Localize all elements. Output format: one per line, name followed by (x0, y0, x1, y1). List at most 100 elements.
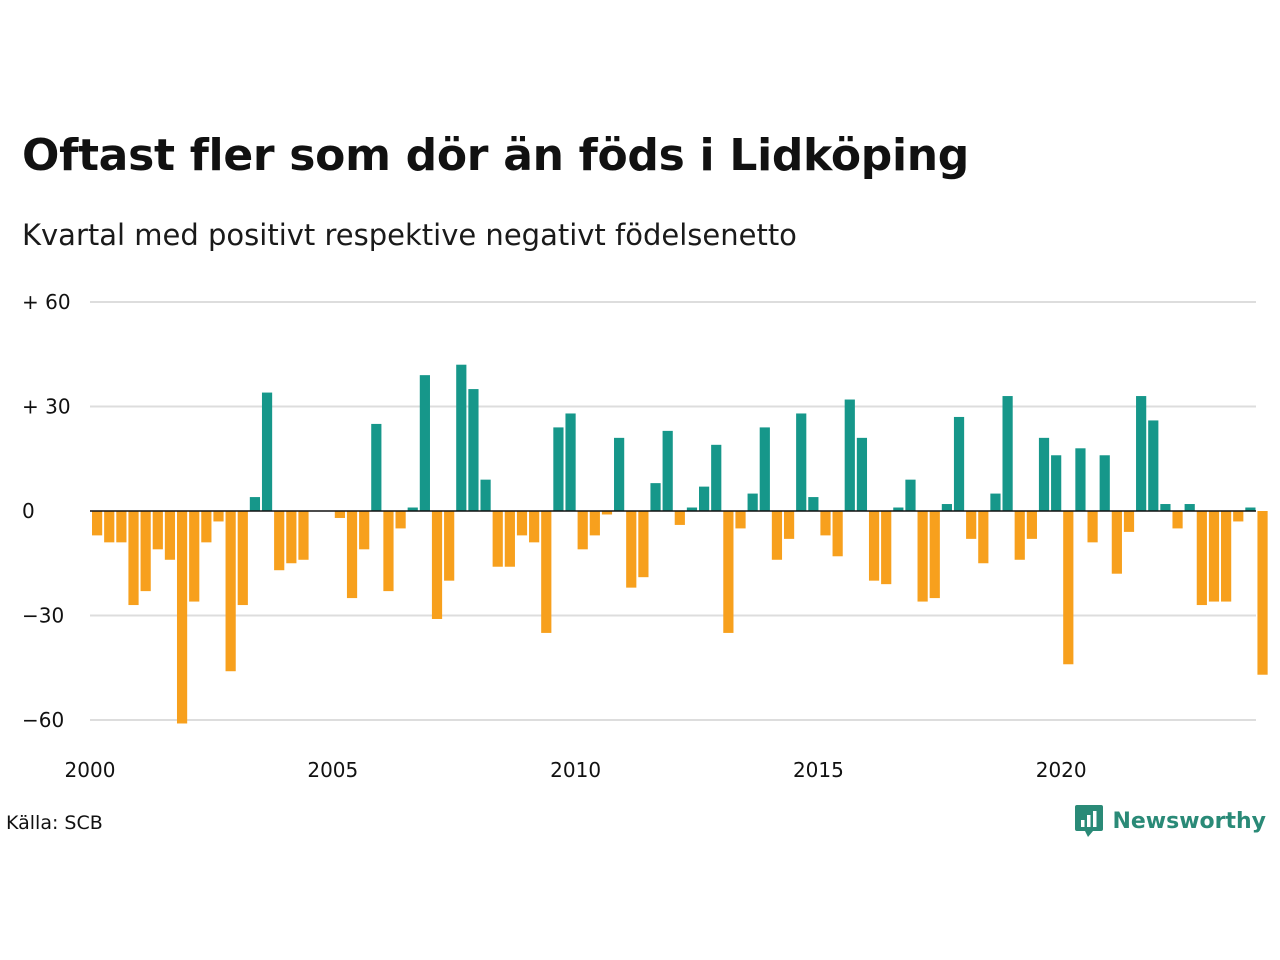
bar-positive (686, 507, 698, 511)
bar-chart: + 60 + 30 0 −30 −60 2000 2005 2010 2015 2020 (22, 290, 1268, 782)
bar-negative (128, 511, 139, 606)
bar-negative (444, 511, 455, 581)
newsworthy-logo-icon (1075, 805, 1104, 837)
bar-positive (893, 507, 904, 511)
bar-negative (601, 511, 613, 515)
bar-positive (480, 479, 491, 511)
bar-positive (747, 493, 758, 511)
bar-negative (1087, 511, 1098, 543)
bar-positive (553, 427, 564, 511)
bar-negative (541, 511, 552, 633)
bar-negative (820, 511, 831, 536)
bar-positive (662, 430, 673, 511)
bar-positive (419, 375, 430, 511)
bar-negative (917, 511, 928, 602)
x-tick-label: 2010 (550, 758, 601, 782)
bar-negative (104, 511, 115, 543)
bar-negative (225, 511, 236, 672)
bar-positive (650, 483, 661, 511)
bar-negative (626, 511, 637, 588)
bar-negative (832, 511, 843, 557)
bar-negative (383, 511, 394, 592)
bar-negative (638, 511, 649, 578)
bar-positive (456, 364, 467, 511)
bar-negative (966, 511, 977, 539)
newsworthy-logo: Newsworthy (1074, 803, 1266, 839)
bar-positive (468, 389, 479, 511)
bar-negative (298, 511, 309, 560)
bar-negative (140, 511, 151, 592)
bar-negative (868, 511, 880, 581)
x-tick-label: 2020 (1036, 758, 1087, 782)
bar-negative (1257, 511, 1268, 675)
bar-positive (1051, 455, 1062, 511)
bar-negative (1221, 511, 1232, 602)
bar-negative (152, 511, 163, 550)
bar-positive (407, 507, 418, 511)
bar-positive (856, 437, 868, 511)
x-tick-label: 2000 (65, 758, 116, 782)
bar-negative (674, 511, 685, 525)
bar-negative (176, 511, 188, 724)
bar-negative (1014, 511, 1025, 560)
bar-negative (1172, 511, 1183, 529)
bar-negative (237, 511, 248, 606)
bar-positive (699, 486, 710, 511)
chart-title: Oftast fler som dör än föds i Lidköping (22, 130, 969, 181)
bar-positive (1136, 396, 1147, 511)
bar-positive (614, 437, 625, 511)
bar-negative (516, 511, 528, 536)
bar-negative (1196, 511, 1207, 606)
bar-negative (492, 511, 503, 567)
bar-positive (808, 497, 819, 511)
bar-negative (189, 511, 200, 602)
bar-negative (589, 511, 600, 536)
bar-negative (201, 511, 212, 543)
bar-positive (1245, 507, 1256, 511)
bar-negative (577, 511, 588, 550)
newsworthy-logo-text: Newsworthy (1112, 808, 1266, 834)
bar-positive (905, 479, 916, 511)
bar-negative (1111, 511, 1122, 574)
bar-negative (334, 511, 345, 518)
bar-negative (978, 511, 989, 564)
bar-negative (346, 511, 358, 599)
bar-negative (213, 511, 224, 522)
bar-negative (274, 511, 285, 571)
bar-positive (711, 444, 722, 511)
bar-negative (929, 511, 940, 599)
bar-negative (881, 511, 892, 585)
y-tick-label: −60 (22, 708, 64, 732)
bar-positive (261, 392, 273, 511)
bar-negative (395, 511, 406, 529)
bar-positive (941, 504, 952, 511)
bar-negative (1208, 511, 1220, 602)
bar-positive (1075, 448, 1086, 511)
bar-negative (735, 511, 746, 529)
bar-positive (1184, 504, 1195, 511)
bar-negative (1026, 511, 1037, 539)
source-note: Källa: SCB (6, 812, 103, 834)
bar-positive (1148, 420, 1159, 511)
bar-positive (565, 413, 576, 511)
bar-negative (1233, 511, 1244, 522)
x-tick-label: 2005 (307, 758, 358, 782)
bar-positive (759, 427, 770, 511)
bar-positive (371, 423, 382, 511)
y-tick-label: + 60 (22, 290, 71, 314)
bar-negative (359, 511, 370, 550)
bar-positive (953, 416, 965, 511)
bar-negative (286, 511, 297, 564)
bar-negative (164, 511, 176, 560)
y-tick-label: −30 (22, 604, 64, 628)
bar-negative (771, 511, 783, 560)
bar-negative (1063, 511, 1074, 665)
bar-positive (249, 497, 261, 511)
bar-negative (529, 511, 540, 543)
bar-positive (1160, 504, 1171, 511)
bar-positive (1099, 455, 1110, 511)
bar-positive (1002, 396, 1013, 511)
bar-negative (723, 511, 734, 633)
bar-positive (990, 493, 1001, 511)
bar-negative (431, 511, 443, 619)
